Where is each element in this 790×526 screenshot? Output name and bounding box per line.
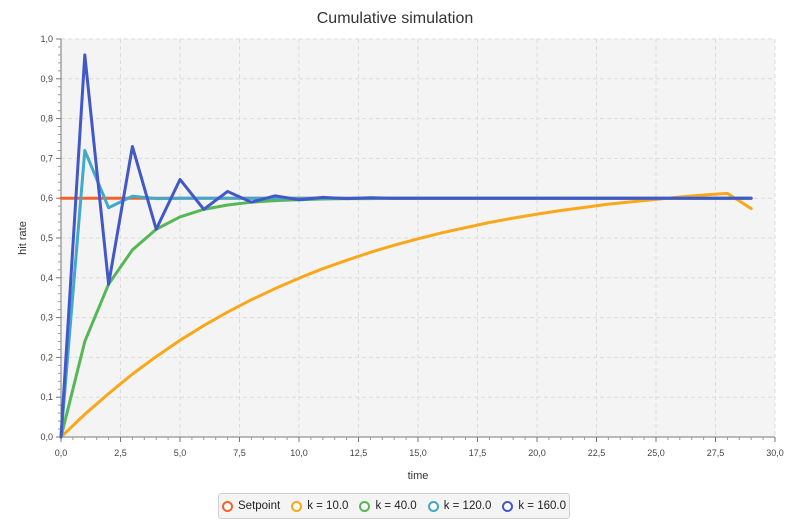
legend-item: k = 40.0 — [359, 500, 417, 512]
legend-swatch-icon — [222, 500, 233, 512]
y-tick-label: 0,2 — [40, 352, 53, 362]
legend-swatch-icon — [359, 500, 371, 512]
legend-item: k = 120.0 — [427, 500, 492, 512]
series-line-1 — [59, 191, 753, 439]
y-tick-label: 0,8 — [40, 114, 53, 124]
x-tick-label: 20,0 — [528, 448, 546, 458]
y-tick-label: 0,9 — [40, 74, 53, 84]
x-tick-label: 0,0 — [55, 448, 68, 458]
x-tick-label: 30,0 — [766, 448, 784, 458]
legend-item: k = 10.0 — [291, 500, 348, 512]
x-tick-label: 22,5 — [588, 448, 606, 458]
y-tick-label: 0,4 — [40, 273, 53, 283]
y-tick-label: 0,0 — [40, 432, 53, 442]
y-tick-label: 0,6 — [40, 193, 53, 203]
legend-label: k = 160.0 — [518, 500, 566, 512]
legend-swatch-icon — [291, 500, 303, 512]
legend-label: Setpoint — [238, 500, 281, 512]
x-tick-label: 17,5 — [469, 448, 487, 458]
y-tick-label: 0,7 — [40, 153, 53, 163]
x-tick-label: 15,0 — [409, 448, 427, 458]
y-tick-label: 1,0 — [40, 34, 53, 44]
x-tick-label: 25,0 — [647, 448, 665, 458]
grid-lines — [61, 38, 776, 437]
chart-title: Cumulative simulation — [317, 10, 474, 27]
series-lines — [59, 53, 753, 439]
y-tick-label: 0,1 — [40, 392, 53, 402]
x-axis-label: time — [408, 470, 429, 482]
legend-item: k = 160.0 — [502, 500, 566, 512]
axes: 0,0 2,5 5,0 7,5 10,0 12,5 15,0 17,5 20,0 22,5 25,0… — [40, 34, 783, 458]
x-tick-label: 2,5 — [114, 448, 127, 458]
y-tick-label: 0,5 — [40, 233, 53, 243]
legend-label: k = 120.0 — [443, 500, 492, 512]
x-tick-label: 12,5 — [350, 448, 368, 458]
x-tick-label: 5,0 — [174, 448, 187, 458]
x-tick-label: 10,0 — [290, 448, 308, 458]
chart-legend: Setpoint k = 10.0 k = 40.0 k = 120.0 k = 160… — [218, 493, 570, 519]
legend-label: k = 40.0 — [375, 500, 417, 512]
legend-label: k = 10.0 — [307, 500, 349, 512]
series-line-4 — [59, 53, 753, 439]
y-axis-label: hit rate — [17, 221, 29, 255]
legend-swatch-icon — [427, 500, 439, 512]
legend-swatch-icon — [502, 500, 514, 512]
x-tick-label: 7,5 — [233, 448, 246, 458]
y-tick-label: 0,3 — [40, 313, 53, 323]
legend-item: Setpoint — [222, 500, 280, 512]
x-tick-label: 27,5 — [707, 448, 725, 458]
